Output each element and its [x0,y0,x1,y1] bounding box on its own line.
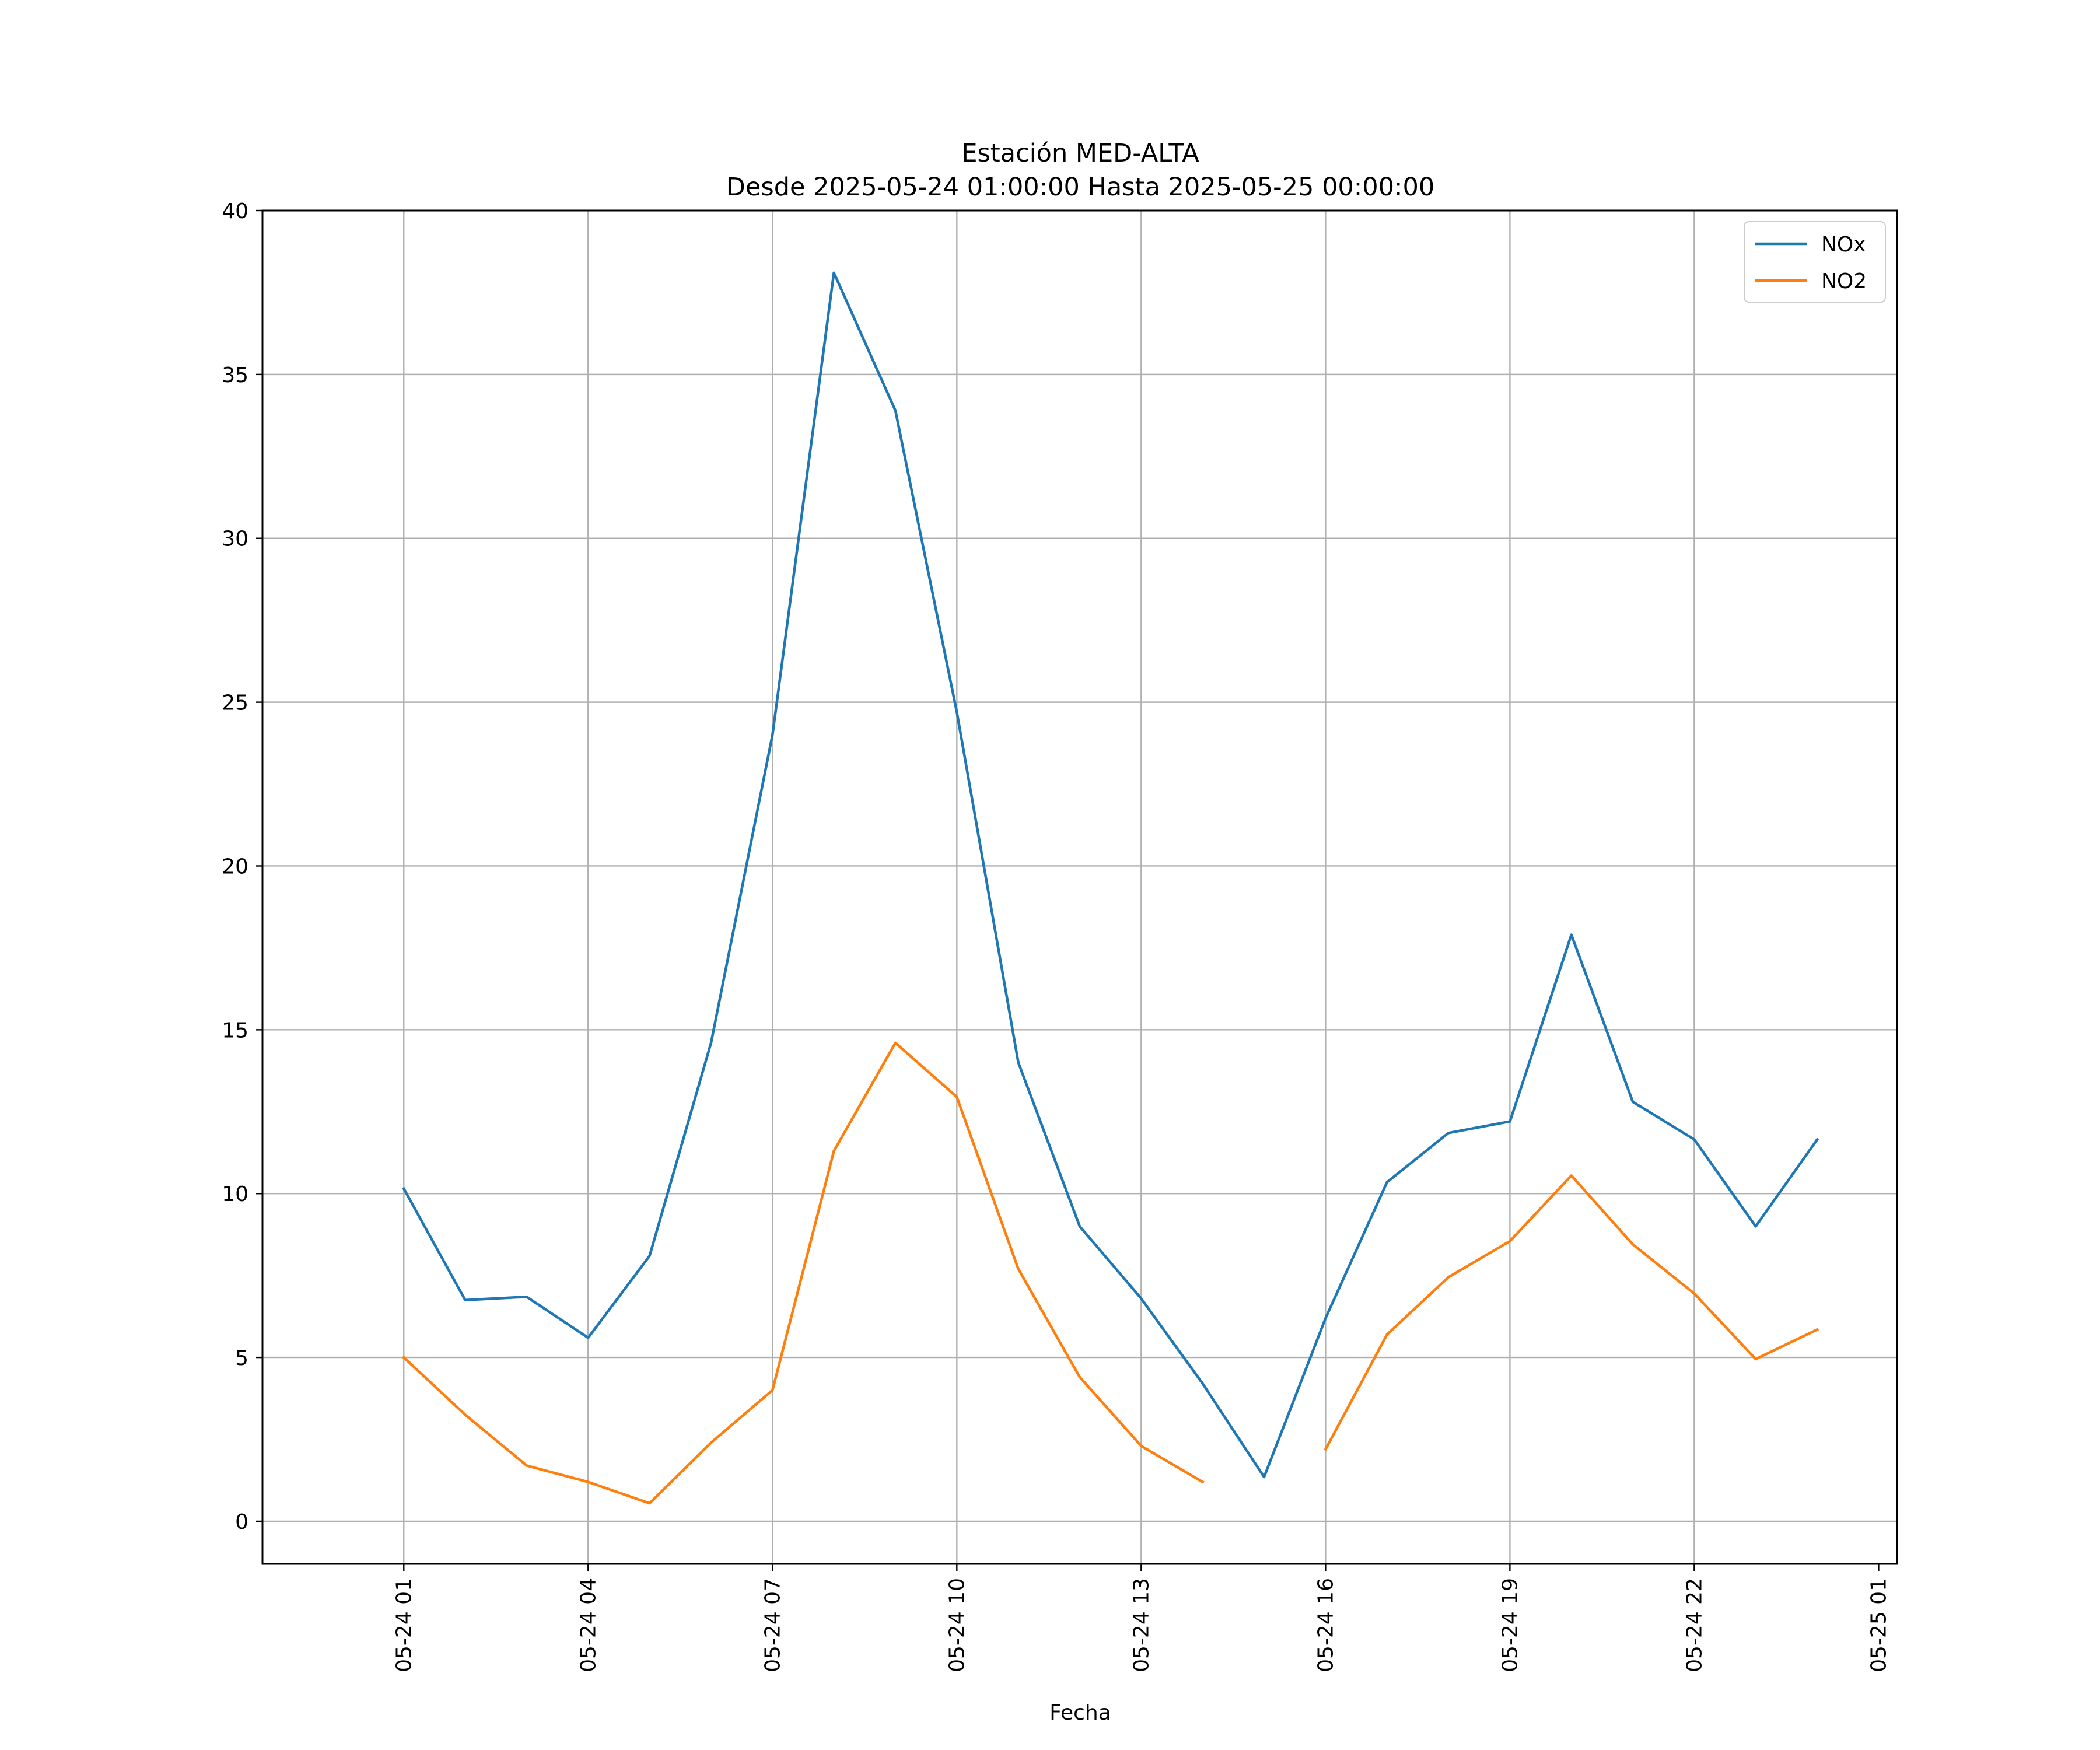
legend-box [1744,221,1886,303]
data-point-nox [771,734,774,736]
legend-nox-label: NOx [1821,233,1866,257]
plot-background [262,211,1897,1564]
plot-frame [261,209,1898,1565]
data-point-no2 [771,1389,774,1391]
y-tick-label: 15 [222,1019,249,1042]
data-point-nox [526,1296,528,1298]
data-point-nox [1263,1476,1265,1478]
x-axis: 05-24 01 05-24 04 05-24 07 05-24 10 05-24 13… [392,1564,1891,1672]
data-point-no2 [1508,1240,1511,1242]
x-axis-label: Fecha [1049,1701,1111,1725]
data-point-no2 [1693,1293,1695,1295]
data-point-no2 [1017,1268,1020,1270]
y-tick-label: 40 [222,200,249,223]
data-point-no2 [649,1502,651,1504]
data-point-nox [1816,1139,1818,1141]
data-point-nox [1755,1225,1757,1227]
data-point-nox [402,1188,405,1190]
data-point-nox [1017,1062,1020,1064]
y-tick-label: 0 [235,1510,249,1534]
data-point-no2 [1386,1334,1388,1336]
series-layer [402,271,1819,1505]
x-tick-label: 05-24 04 [576,1578,600,1672]
data-point-nox [1693,1139,1695,1141]
y-tick-label: 30 [222,527,249,551]
x-tick-label: 05-24 16 [1314,1578,1338,1672]
data-point-no2 [1140,1445,1142,1447]
y-tick-label: 25 [222,691,249,715]
plot-area: 05-24 01 05-24 04 05-24 07 05-24 10 05-24 13… [222,200,1898,1672]
series-nox [402,271,1819,1479]
y-tick-label: 5 [235,1346,249,1370]
data-point-no2 [956,1096,958,1098]
data-point-nox [833,272,835,274]
data-point-no2 [587,1481,589,1483]
chart-subtitle: Desde 2025-05-24 01:00:00 Hasta 2025-05-… [726,173,1434,202]
data-point-nox [956,710,958,713]
data-point-nox [649,1255,651,1257]
y-axis: 0 5 10 15 20 25 30 35 40 [222,200,262,1534]
data-point-nox [1202,1382,1204,1385]
data-point-no2 [464,1413,467,1416]
data-point-nox [1508,1121,1511,1123]
data-point-no2 [833,1150,835,1152]
series-line-nox [402,271,1819,1479]
data-point-nox [1386,1181,1388,1184]
data-point-no2 [1447,1276,1450,1278]
data-point-no2 [1202,1481,1204,1483]
legend: NOx NO2 [1744,221,1886,303]
x-tick-label: 05-24 07 [761,1578,785,1672]
data-point-nox [710,1042,712,1044]
data-point-nox [1079,1225,1081,1227]
data-point-no2 [894,1042,897,1044]
data-point-nox [1447,1132,1450,1134]
x-tick-label: 05-24 19 [1498,1578,1522,1672]
data-point-no2 [402,1356,405,1359]
data-point-no2 [710,1441,712,1444]
data-point-nox [1570,933,1573,936]
data-point-no2 [526,1464,528,1466]
y-tick-label: 35 [222,363,249,387]
data-point-nox [1632,1101,1634,1103]
data-point-no2 [1570,1174,1573,1177]
chart-title: Estación MED-ALTA [961,139,1199,168]
data-point-nox [464,1299,467,1301]
x-tick-label: 05-24 22 [1682,1578,1706,1672]
series-no2 [402,1041,1819,1505]
data-point-no2 [1816,1328,1818,1331]
data-point-no2 [1324,1448,1326,1450]
x-tick-label: 05-24 10 [945,1578,969,1672]
x-tick-label: 05-24 01 [392,1578,416,1672]
x-tick-label: 05-25 01 [1867,1578,1891,1672]
data-point-nox [1140,1297,1142,1300]
data-point-nox [587,1336,589,1339]
legend-no2-label: NO2 [1821,270,1867,293]
data-point-no2 [1632,1243,1634,1245]
data-point-nox [1324,1317,1326,1320]
data-point-nox [894,410,897,412]
x-tick-label: 05-24 13 [1129,1578,1153,1672]
data-point-no2 [1079,1376,1081,1378]
y-tick-label: 20 [222,855,249,878]
y-tick-label: 10 [222,1182,249,1206]
data-point-no2 [1755,1358,1757,1360]
